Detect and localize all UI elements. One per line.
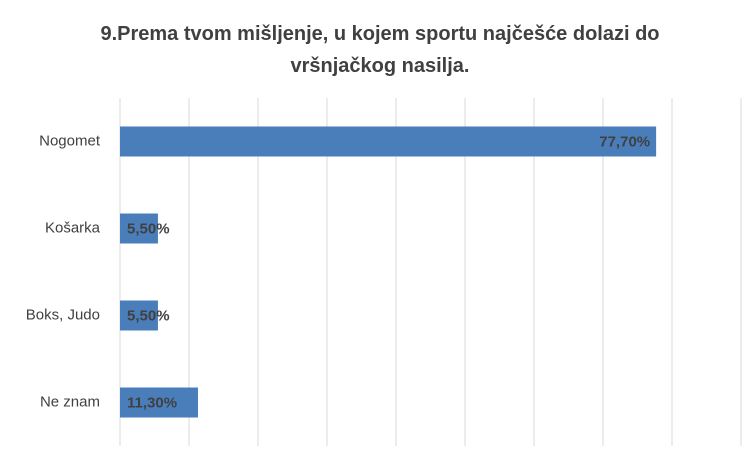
bar (120, 213, 158, 244)
y-tick-label: Boks, Judo (26, 306, 100, 323)
value-label: 11,30% (127, 394, 177, 411)
value-label: 77,70% (599, 133, 650, 150)
y-tick-label: Košarka (45, 219, 101, 236)
bar (120, 300, 158, 331)
bar (120, 387, 198, 418)
y-tick-label: Nogomet (39, 132, 101, 149)
value-label: 5,50% (127, 307, 170, 324)
chart-title: 9.Prema tvom mišljenje, u kojem sportu n… (100, 23, 660, 77)
y-tick-label: Ne znam (40, 393, 100, 410)
bar (120, 126, 657, 157)
value-label: 5,50% (127, 220, 170, 237)
